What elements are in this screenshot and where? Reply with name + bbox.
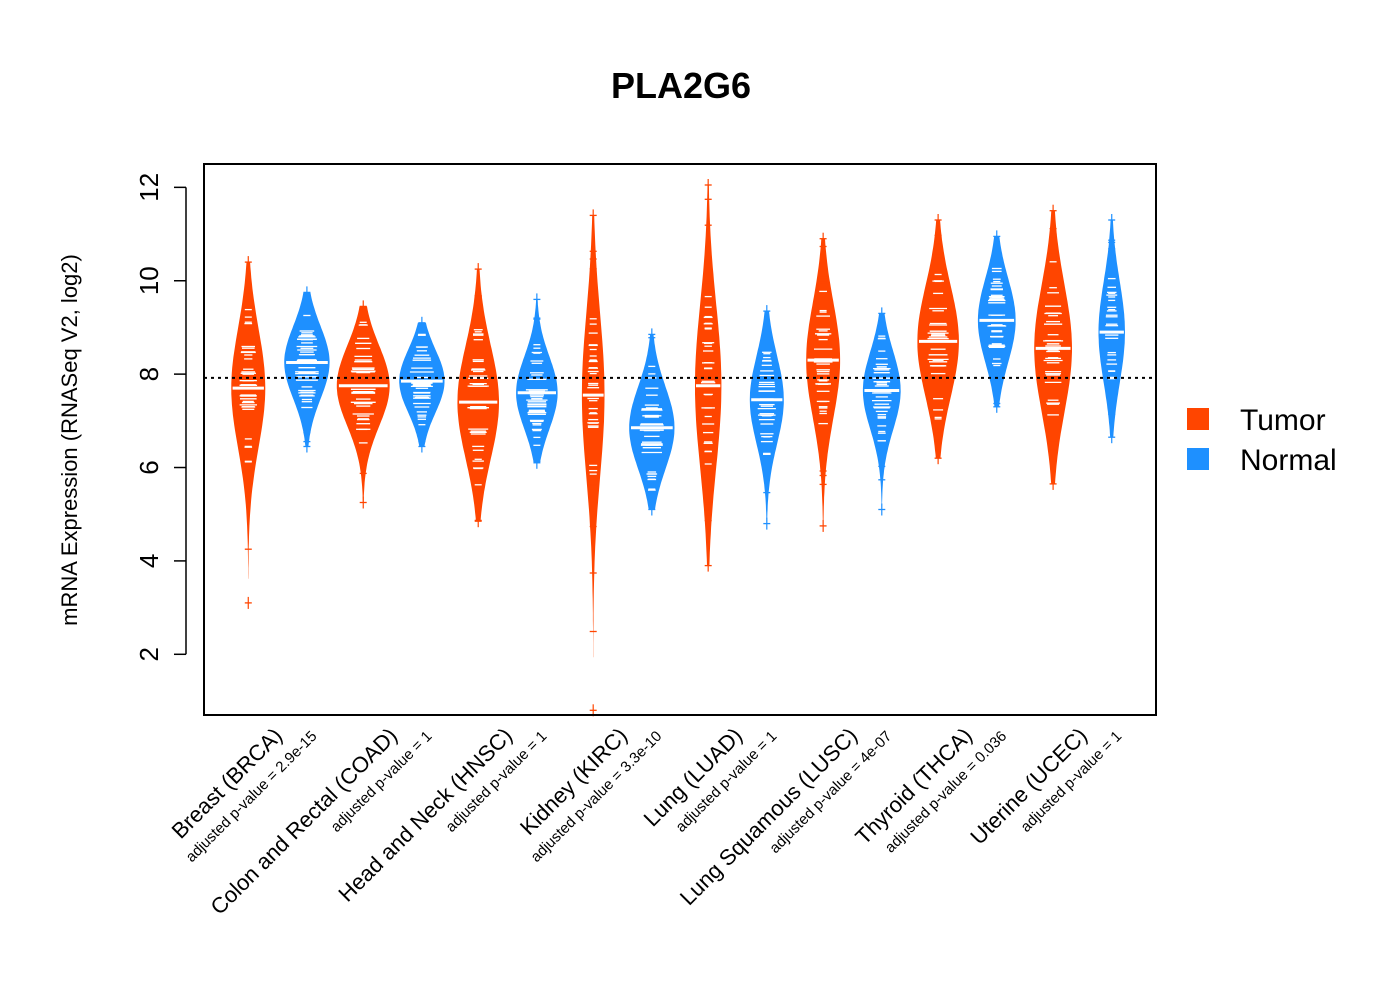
bean-tumor-0: [231, 262, 266, 579]
bean-normal-4: [749, 311, 784, 524]
y-tick-label-0: 2: [134, 647, 164, 661]
y-axis-label: mRNA Expression (RNASeq V2, log2): [57, 254, 82, 626]
legend: Tumor Normal: [1187, 404, 1337, 477]
y-tick-label-1: 4: [134, 554, 164, 568]
bean-normal-2: [516, 299, 558, 463]
legend-swatch-1: [1187, 448, 1209, 470]
bean-normal-7: [1098, 220, 1125, 438]
bean-tumor-4: [695, 185, 722, 566]
legend-label-1: Normal: [1240, 444, 1337, 477]
y-tick-label-2: 6: [134, 460, 164, 474]
legend-swatch-0: [1187, 408, 1209, 430]
plot-frame: [203, 163, 1157, 716]
y-tick-label-4: 10: [134, 266, 164, 295]
legend-label-0: Tumor: [1240, 404, 1326, 437]
bean-tumor-2: [457, 269, 499, 522]
chart-title: PLA2G6: [611, 65, 751, 106]
bean-normal-0: [284, 292, 330, 447]
bean-tumor-1: [336, 306, 390, 503]
y-tick-label-5: 12: [134, 173, 164, 202]
bean-tumor-5: [806, 238, 841, 526]
y-tick-label-3: 8: [134, 367, 164, 381]
bean-tumor-3: [581, 215, 605, 658]
plot-layer: [204, 179, 1156, 717]
bean-normal-3: [629, 334, 675, 510]
